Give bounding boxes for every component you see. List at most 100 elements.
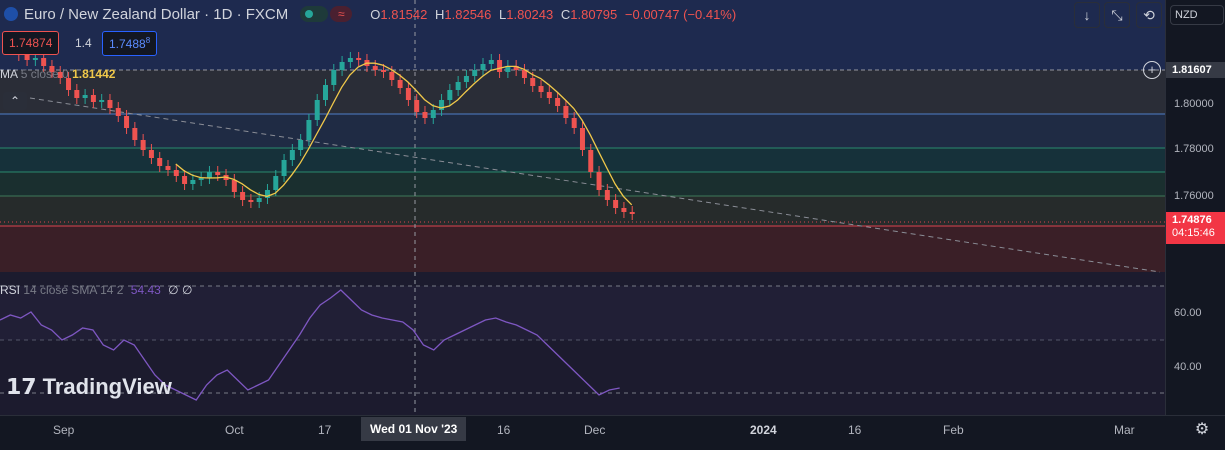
high-label: H bbox=[435, 6, 445, 22]
candle-body bbox=[190, 180, 196, 184]
candle-body bbox=[314, 100, 320, 120]
rsi-tick: 60.00 bbox=[1174, 307, 1202, 319]
candle-body bbox=[563, 106, 569, 118]
candle-body bbox=[182, 176, 188, 184]
candle-body bbox=[397, 80, 403, 88]
watermark-text: TradingView bbox=[42, 374, 172, 399]
candle-body bbox=[430, 110, 436, 118]
ma-name: MA bbox=[0, 67, 18, 81]
candle-body bbox=[513, 66, 519, 70]
rsi-extra-2: ∅ bbox=[181, 283, 193, 297]
symbol-title[interactable]: Euro / New Zealand Dollar · 1D · FXCM bbox=[24, 5, 289, 23]
price-axis[interactable]: NZD 1.81607 1.80000 1.78000 1.76000 1.74… bbox=[1165, 0, 1225, 415]
ma-value: 1.81442 bbox=[72, 67, 116, 81]
rsi-tick: 40.00 bbox=[1174, 361, 1202, 373]
rsi-params: 14 close SMA 14 2 bbox=[23, 283, 124, 297]
date-label: 16 bbox=[497, 423, 511, 437]
date-label: Dec bbox=[584, 423, 606, 437]
price-tick: 1.76000 bbox=[1174, 190, 1214, 202]
candle-body bbox=[604, 190, 610, 200]
candle-body bbox=[356, 58, 362, 60]
candle-body bbox=[405, 88, 411, 100]
candle-body bbox=[488, 60, 494, 64]
open-label: O bbox=[370, 6, 381, 22]
add-alert-button[interactable]: + bbox=[1143, 61, 1161, 79]
candle-body bbox=[41, 58, 47, 66]
candle-body bbox=[32, 58, 38, 60]
settings-gear-button[interactable]: ⚙ bbox=[1194, 421, 1210, 438]
candle-body bbox=[157, 158, 163, 166]
collapse-legend-button[interactable]: ⌃ bbox=[3, 92, 27, 110]
candle-body bbox=[240, 192, 246, 200]
date-label: 17 bbox=[318, 423, 332, 437]
candle-body bbox=[472, 70, 478, 76]
candle-body bbox=[596, 172, 602, 190]
snapshot-button[interactable]: ⟲ bbox=[1136, 2, 1162, 28]
candle-body bbox=[148, 150, 154, 158]
rsi-extra-1: ∅ bbox=[168, 283, 179, 297]
candle-body bbox=[289, 150, 295, 160]
price-chart[interactable] bbox=[0, 0, 1165, 415]
candle-body bbox=[298, 140, 304, 150]
candle-body bbox=[546, 92, 552, 98]
rsi-legend[interactable]: RSI 14 close SMA 14 2 54.43 ∅ ∅ bbox=[0, 283, 192, 297]
candle-body bbox=[422, 112, 428, 118]
fullscreen-button[interactable]: ⤡ bbox=[1104, 2, 1130, 28]
candle-body bbox=[231, 180, 237, 192]
candle-body bbox=[66, 78, 72, 90]
candle-body bbox=[273, 176, 279, 190]
candle-body bbox=[414, 100, 420, 112]
candle-body bbox=[49, 66, 55, 72]
spread-value: 1.4 bbox=[75, 36, 92, 50]
high-value: 1.82546 bbox=[444, 6, 492, 22]
candle-body bbox=[124, 116, 130, 128]
arrow-down-button[interactable]: ↓ bbox=[1074, 2, 1100, 28]
low-value: 1.80243 bbox=[506, 6, 554, 22]
candle-body bbox=[115, 108, 121, 116]
candle-body bbox=[281, 160, 287, 176]
candle-body bbox=[521, 70, 527, 78]
candle-body bbox=[132, 128, 138, 140]
candle-body bbox=[74, 90, 80, 98]
currency-button[interactable]: NZD bbox=[1170, 5, 1224, 25]
date-axis[interactable]: Sep Oct 17 Wed 01 Nov '23 16 Dec 2024 16… bbox=[0, 415, 1225, 450]
low-label: L bbox=[499, 6, 507, 22]
candle-body bbox=[90, 95, 96, 102]
candle-body bbox=[173, 170, 179, 176]
ma-params: 5 close 0 bbox=[20, 67, 69, 81]
candle-body bbox=[455, 82, 461, 90]
ask-price[interactable]: 1.74888 bbox=[102, 31, 158, 56]
candle-body bbox=[306, 120, 312, 140]
crosshair-date-label: Wed 01 Nov '23 bbox=[361, 417, 467, 441]
candle-body bbox=[347, 58, 353, 62]
bid-price[interactable]: 1.74874 bbox=[2, 31, 60, 55]
rsi-name: RSI bbox=[0, 283, 21, 297]
change-value: −0.00747 (−0.41%) bbox=[624, 6, 737, 22]
candle-body bbox=[588, 150, 594, 172]
candle-body bbox=[57, 72, 63, 78]
price-tick: 1.80000 bbox=[1174, 98, 1214, 110]
candle-body bbox=[381, 70, 387, 72]
candle-body bbox=[140, 140, 146, 150]
arrow-down-icon: ↓ bbox=[1083, 7, 1091, 23]
candle-body bbox=[198, 178, 204, 180]
tradingview-watermark: 𝟭𝟳 TradingView bbox=[6, 374, 172, 400]
candle-body bbox=[463, 76, 469, 82]
candle-body bbox=[215, 172, 221, 175]
candle-body bbox=[99, 100, 105, 102]
currency-flag-icon bbox=[4, 7, 18, 21]
rsi-line bbox=[0, 289, 620, 401]
rsi-value: 54.43 bbox=[130, 283, 161, 297]
ma-legend[interactable]: MA 5 close 0 1.81442 bbox=[0, 67, 115, 81]
open-value: 1.81542 bbox=[380, 6, 428, 22]
last-price-value: 1.74876 bbox=[1172, 214, 1212, 226]
candle-body bbox=[82, 95, 88, 98]
candle-body bbox=[389, 72, 395, 80]
expand-icon: ⤡ bbox=[1111, 6, 1123, 23]
snapshot-icon: ⟲ bbox=[1143, 6, 1155, 23]
date-label: Sep bbox=[53, 423, 75, 437]
symbol-header: Euro / New Zealand Dollar · 1D · FXCM ≈ … bbox=[0, 0, 736, 28]
candle-body bbox=[613, 200, 619, 208]
tradingview-logo-icon: 𝟭𝟳 bbox=[6, 374, 37, 399]
ask-value: 1.7488 bbox=[109, 37, 146, 51]
